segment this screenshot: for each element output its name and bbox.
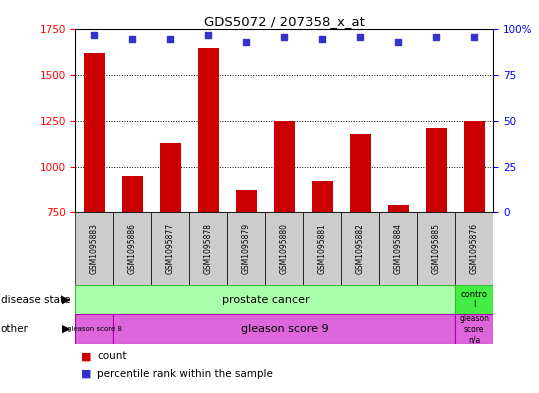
Bar bbox=[388, 205, 409, 349]
Point bbox=[242, 39, 251, 46]
Bar bbox=[455, 212, 493, 285]
Bar bbox=[274, 121, 295, 349]
Point bbox=[356, 34, 364, 40]
Point bbox=[204, 32, 213, 38]
Point bbox=[90, 32, 99, 38]
Text: count: count bbox=[97, 351, 127, 361]
Text: GSM1095879: GSM1095879 bbox=[242, 223, 251, 274]
Bar bbox=[113, 314, 455, 344]
Bar bbox=[464, 121, 485, 349]
Text: GSM1095883: GSM1095883 bbox=[90, 223, 99, 274]
Point bbox=[166, 35, 175, 42]
Text: ■: ■ bbox=[81, 369, 91, 378]
Bar bbox=[227, 212, 265, 285]
Bar bbox=[113, 212, 151, 285]
Text: gleason score 8: gleason score 8 bbox=[67, 326, 122, 332]
Text: percentile rank within the sample: percentile rank within the sample bbox=[97, 369, 273, 378]
Text: contro
l: contro l bbox=[461, 290, 488, 309]
Bar bbox=[455, 285, 493, 314]
Point bbox=[280, 34, 289, 40]
Bar bbox=[303, 212, 341, 285]
Point bbox=[470, 34, 479, 40]
Bar bbox=[84, 53, 105, 349]
Bar bbox=[379, 212, 417, 285]
Bar bbox=[75, 314, 113, 344]
Bar bbox=[350, 134, 371, 349]
Text: GSM1095884: GSM1095884 bbox=[394, 223, 403, 274]
Text: GSM1095880: GSM1095880 bbox=[280, 223, 289, 274]
Bar bbox=[312, 181, 333, 349]
Text: GSM1095876: GSM1095876 bbox=[469, 223, 479, 274]
Text: GSM1095885: GSM1095885 bbox=[432, 223, 441, 274]
Text: GSM1095878: GSM1095878 bbox=[204, 223, 213, 274]
Bar bbox=[198, 48, 219, 349]
Text: GSM1095886: GSM1095886 bbox=[128, 223, 137, 274]
Bar bbox=[341, 212, 379, 285]
Bar bbox=[236, 190, 257, 349]
Text: gleason score 9: gleason score 9 bbox=[240, 324, 328, 334]
Bar bbox=[151, 212, 189, 285]
Bar bbox=[160, 143, 181, 349]
Text: gleason
score
n/a: gleason score n/a bbox=[459, 314, 489, 344]
Text: ▶: ▶ bbox=[62, 324, 71, 334]
Point bbox=[318, 35, 327, 42]
Point bbox=[128, 35, 137, 42]
Bar bbox=[75, 212, 113, 285]
Text: GSM1095881: GSM1095881 bbox=[318, 223, 327, 274]
Bar bbox=[265, 212, 303, 285]
Title: GDS5072 / 207358_x_at: GDS5072 / 207358_x_at bbox=[204, 15, 365, 28]
Text: prostate cancer: prostate cancer bbox=[222, 295, 309, 305]
Bar bbox=[189, 212, 227, 285]
Bar bbox=[426, 128, 447, 349]
Text: GSM1095882: GSM1095882 bbox=[356, 223, 365, 274]
Point bbox=[432, 34, 440, 40]
Text: other: other bbox=[1, 324, 29, 334]
Bar bbox=[417, 212, 455, 285]
Bar bbox=[455, 314, 493, 344]
Text: GSM1095877: GSM1095877 bbox=[166, 223, 175, 274]
Text: disease state: disease state bbox=[1, 295, 70, 305]
Bar bbox=[122, 176, 143, 349]
Text: ▶: ▶ bbox=[62, 295, 71, 305]
Point bbox=[394, 39, 403, 46]
Text: ■: ■ bbox=[81, 351, 91, 361]
